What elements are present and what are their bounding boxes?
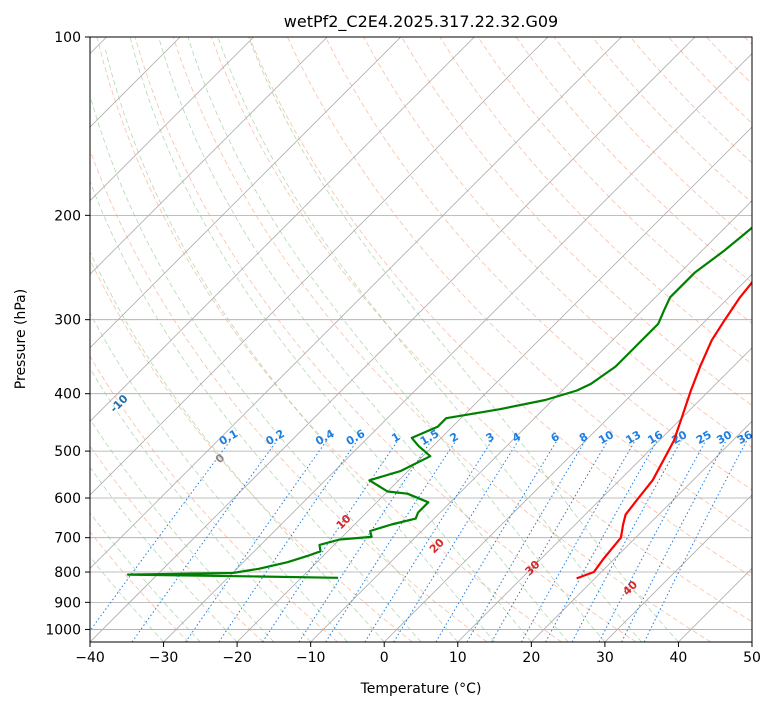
x-axis-label: Temperature (°C) [360, 681, 482, 697]
y-tick-label: 1000 [45, 622, 81, 638]
y-axis-label: Pressure (hPa) [13, 289, 29, 389]
y-tick-label: 900 [54, 595, 81, 611]
x-tick-label: 0 [380, 650, 389, 666]
x-tick-label: 30 [596, 650, 614, 666]
y-tick-label: 300 [54, 313, 81, 329]
y-tick-label: 100 [54, 30, 81, 46]
y-tick-label: 600 [54, 491, 81, 507]
y-tick-label: 200 [54, 208, 81, 224]
x-tick-label: −10 [296, 650, 326, 666]
chart-title: wetPf2_C2E4.2025.317.22.32.G09 [284, 12, 558, 32]
y-tick-label: 700 [54, 531, 81, 547]
x-tick-label: 40 [670, 650, 688, 666]
y-tick-label: 500 [54, 444, 81, 460]
x-tick-label: −20 [222, 650, 252, 666]
x-tick-label: 20 [522, 650, 540, 666]
y-tick-label: 400 [54, 387, 81, 403]
x-tick-label: 50 [743, 650, 761, 666]
x-tick-label: −40 [75, 650, 105, 666]
x-tick-label: 10 [449, 650, 467, 666]
x-tick-label: −30 [149, 650, 179, 666]
y-tick-label: 800 [54, 565, 81, 581]
